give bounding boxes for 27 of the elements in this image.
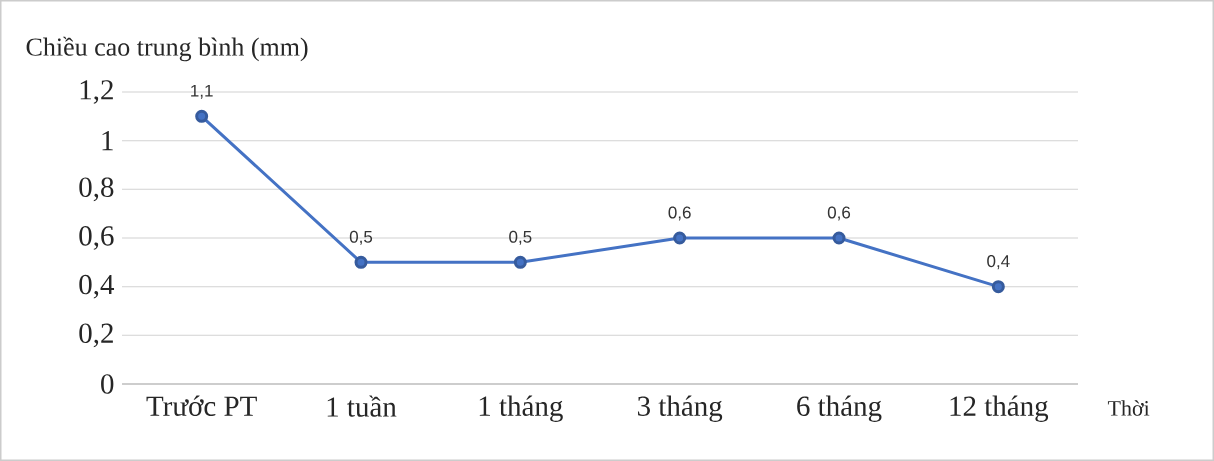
x-tick-label: 1 tháng (479, 395, 563, 422)
y-tick-label: 0 (101, 374, 114, 394)
data-label: 0,5 (509, 230, 532, 245)
y-tick-label: 1,2 (80, 80, 113, 104)
y-axis-title: Chiều cao trung bình (mm) (26, 36, 308, 62)
data-label: 0,6 (668, 206, 691, 221)
y-tick-label: 1 (102, 131, 113, 151)
y-tick-label: 0,6 (79, 226, 114, 250)
data-label: 0,5 (349, 230, 373, 245)
x-tick-label: 12 tháng (950, 395, 1049, 422)
point (673, 231, 687, 245)
y-tick-label: 0,4 (79, 274, 115, 299)
point (513, 255, 527, 269)
point (354, 255, 368, 269)
x-tick-label: Trước PT (146, 395, 257, 416)
x-axis-title: Thời (1107, 400, 1150, 416)
x-tick-label: 3 tháng (637, 395, 723, 422)
x-tick-label: 1 tuần (327, 395, 397, 417)
point (991, 280, 1005, 294)
y-tick-label: 0,2 (79, 323, 113, 348)
x-tick-label: 6 tháng (797, 395, 882, 422)
y-tick-label: 0,8 (79, 177, 114, 202)
data-label: 0,4 (987, 255, 1010, 270)
data-label: 1,1 (191, 84, 213, 99)
point (832, 231, 846, 245)
point (195, 109, 209, 123)
data-label: 0,6 (827, 206, 851, 221)
